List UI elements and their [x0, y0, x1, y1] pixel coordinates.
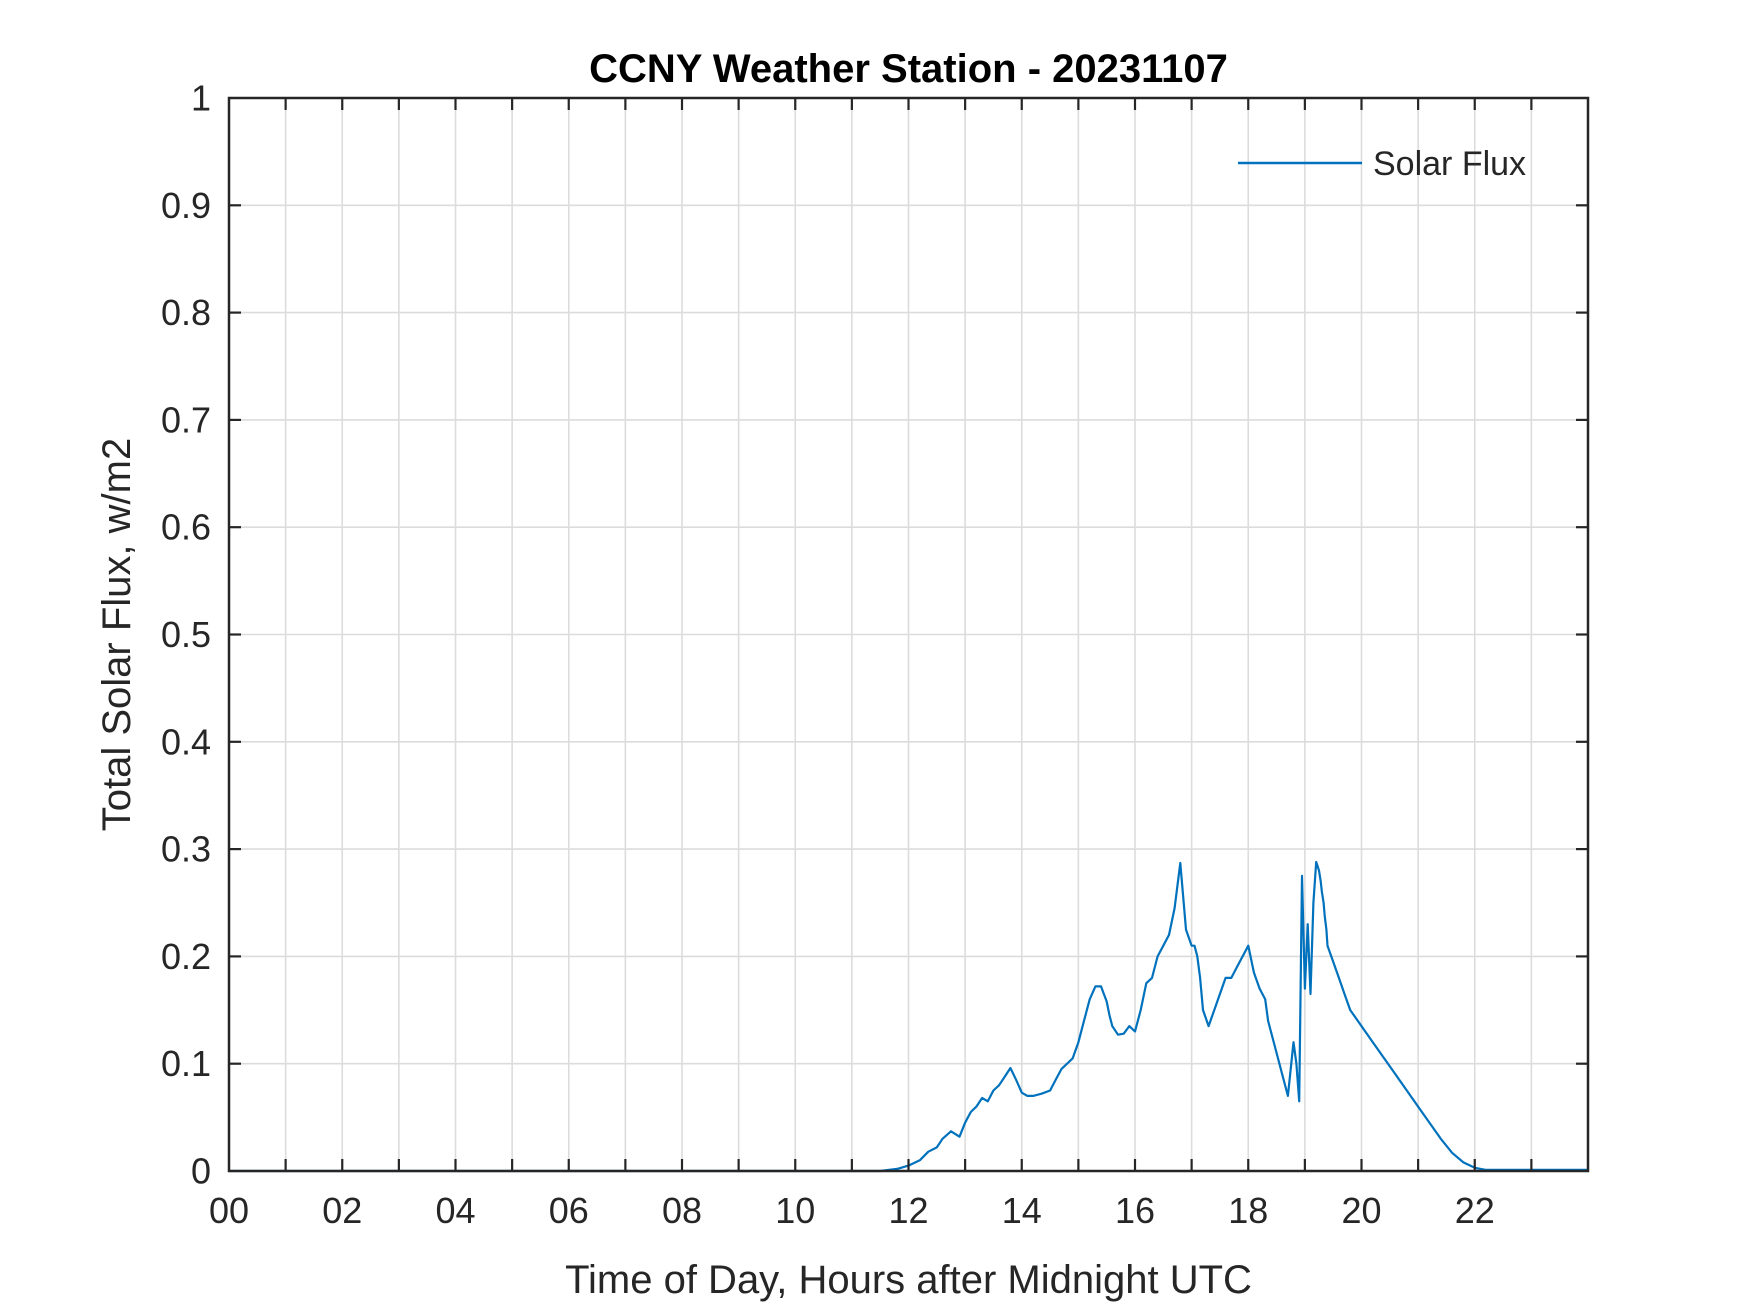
tick-marks [229, 98, 1588, 1171]
x-tick-label: 06 [549, 1190, 589, 1231]
chart-title: CCNY Weather Station - 20231107 [589, 47, 1228, 91]
grid-lines [229, 98, 1588, 1171]
x-tick-label: 12 [888, 1190, 928, 1231]
y-tick-labels: 0 0.1 0.2 0.3 0.4 0.5 0.6 0.7 0.8 0.9 1 [161, 78, 211, 1192]
y-tick-label: 0 [191, 1151, 211, 1192]
x-tick-label: 00 [209, 1190, 249, 1231]
x-tick-label: 04 [435, 1190, 475, 1231]
legend-label-solar-flux: Solar Flux [1373, 145, 1526, 183]
y-tick-label: 0.3 [161, 829, 211, 870]
series-line-solar-flux [229, 860, 1588, 1173]
y-tick-label: 0.9 [161, 185, 211, 226]
x-tick-label: 22 [1455, 1190, 1495, 1231]
y-tick-label: 0.1 [161, 1043, 211, 1084]
x-axis-label: Time of Day, Hours after Midnight UTC [565, 1258, 1252, 1302]
series-layer [229, 860, 1588, 1173]
y-tick-label: 0.4 [161, 721, 211, 762]
x-tick-label: 14 [1002, 1190, 1042, 1231]
y-tick-label: 0.2 [161, 936, 211, 977]
x-tick-label: 02 [322, 1190, 362, 1231]
x-tick-label: 18 [1228, 1190, 1268, 1231]
y-tick-label: 0.6 [161, 507, 211, 548]
y-tick-label: 0.8 [161, 292, 211, 333]
x-tick-label: 10 [775, 1190, 815, 1231]
y-tick-label: 0.7 [161, 399, 211, 440]
x-tick-labels: 00 02 04 06 08 10 12 14 16 18 20 22 [209, 1190, 1495, 1231]
y-tick-label: 0.5 [161, 614, 211, 655]
x-tick-label: 16 [1115, 1190, 1155, 1231]
y-axis-label: Total Solar Flux, w/m2 [95, 438, 139, 831]
x-tick-label: 20 [1341, 1190, 1381, 1231]
legend: Solar Flux [1238, 145, 1526, 183]
x-tick-label: 08 [662, 1190, 702, 1231]
y-tick-label: 1 [191, 78, 211, 119]
